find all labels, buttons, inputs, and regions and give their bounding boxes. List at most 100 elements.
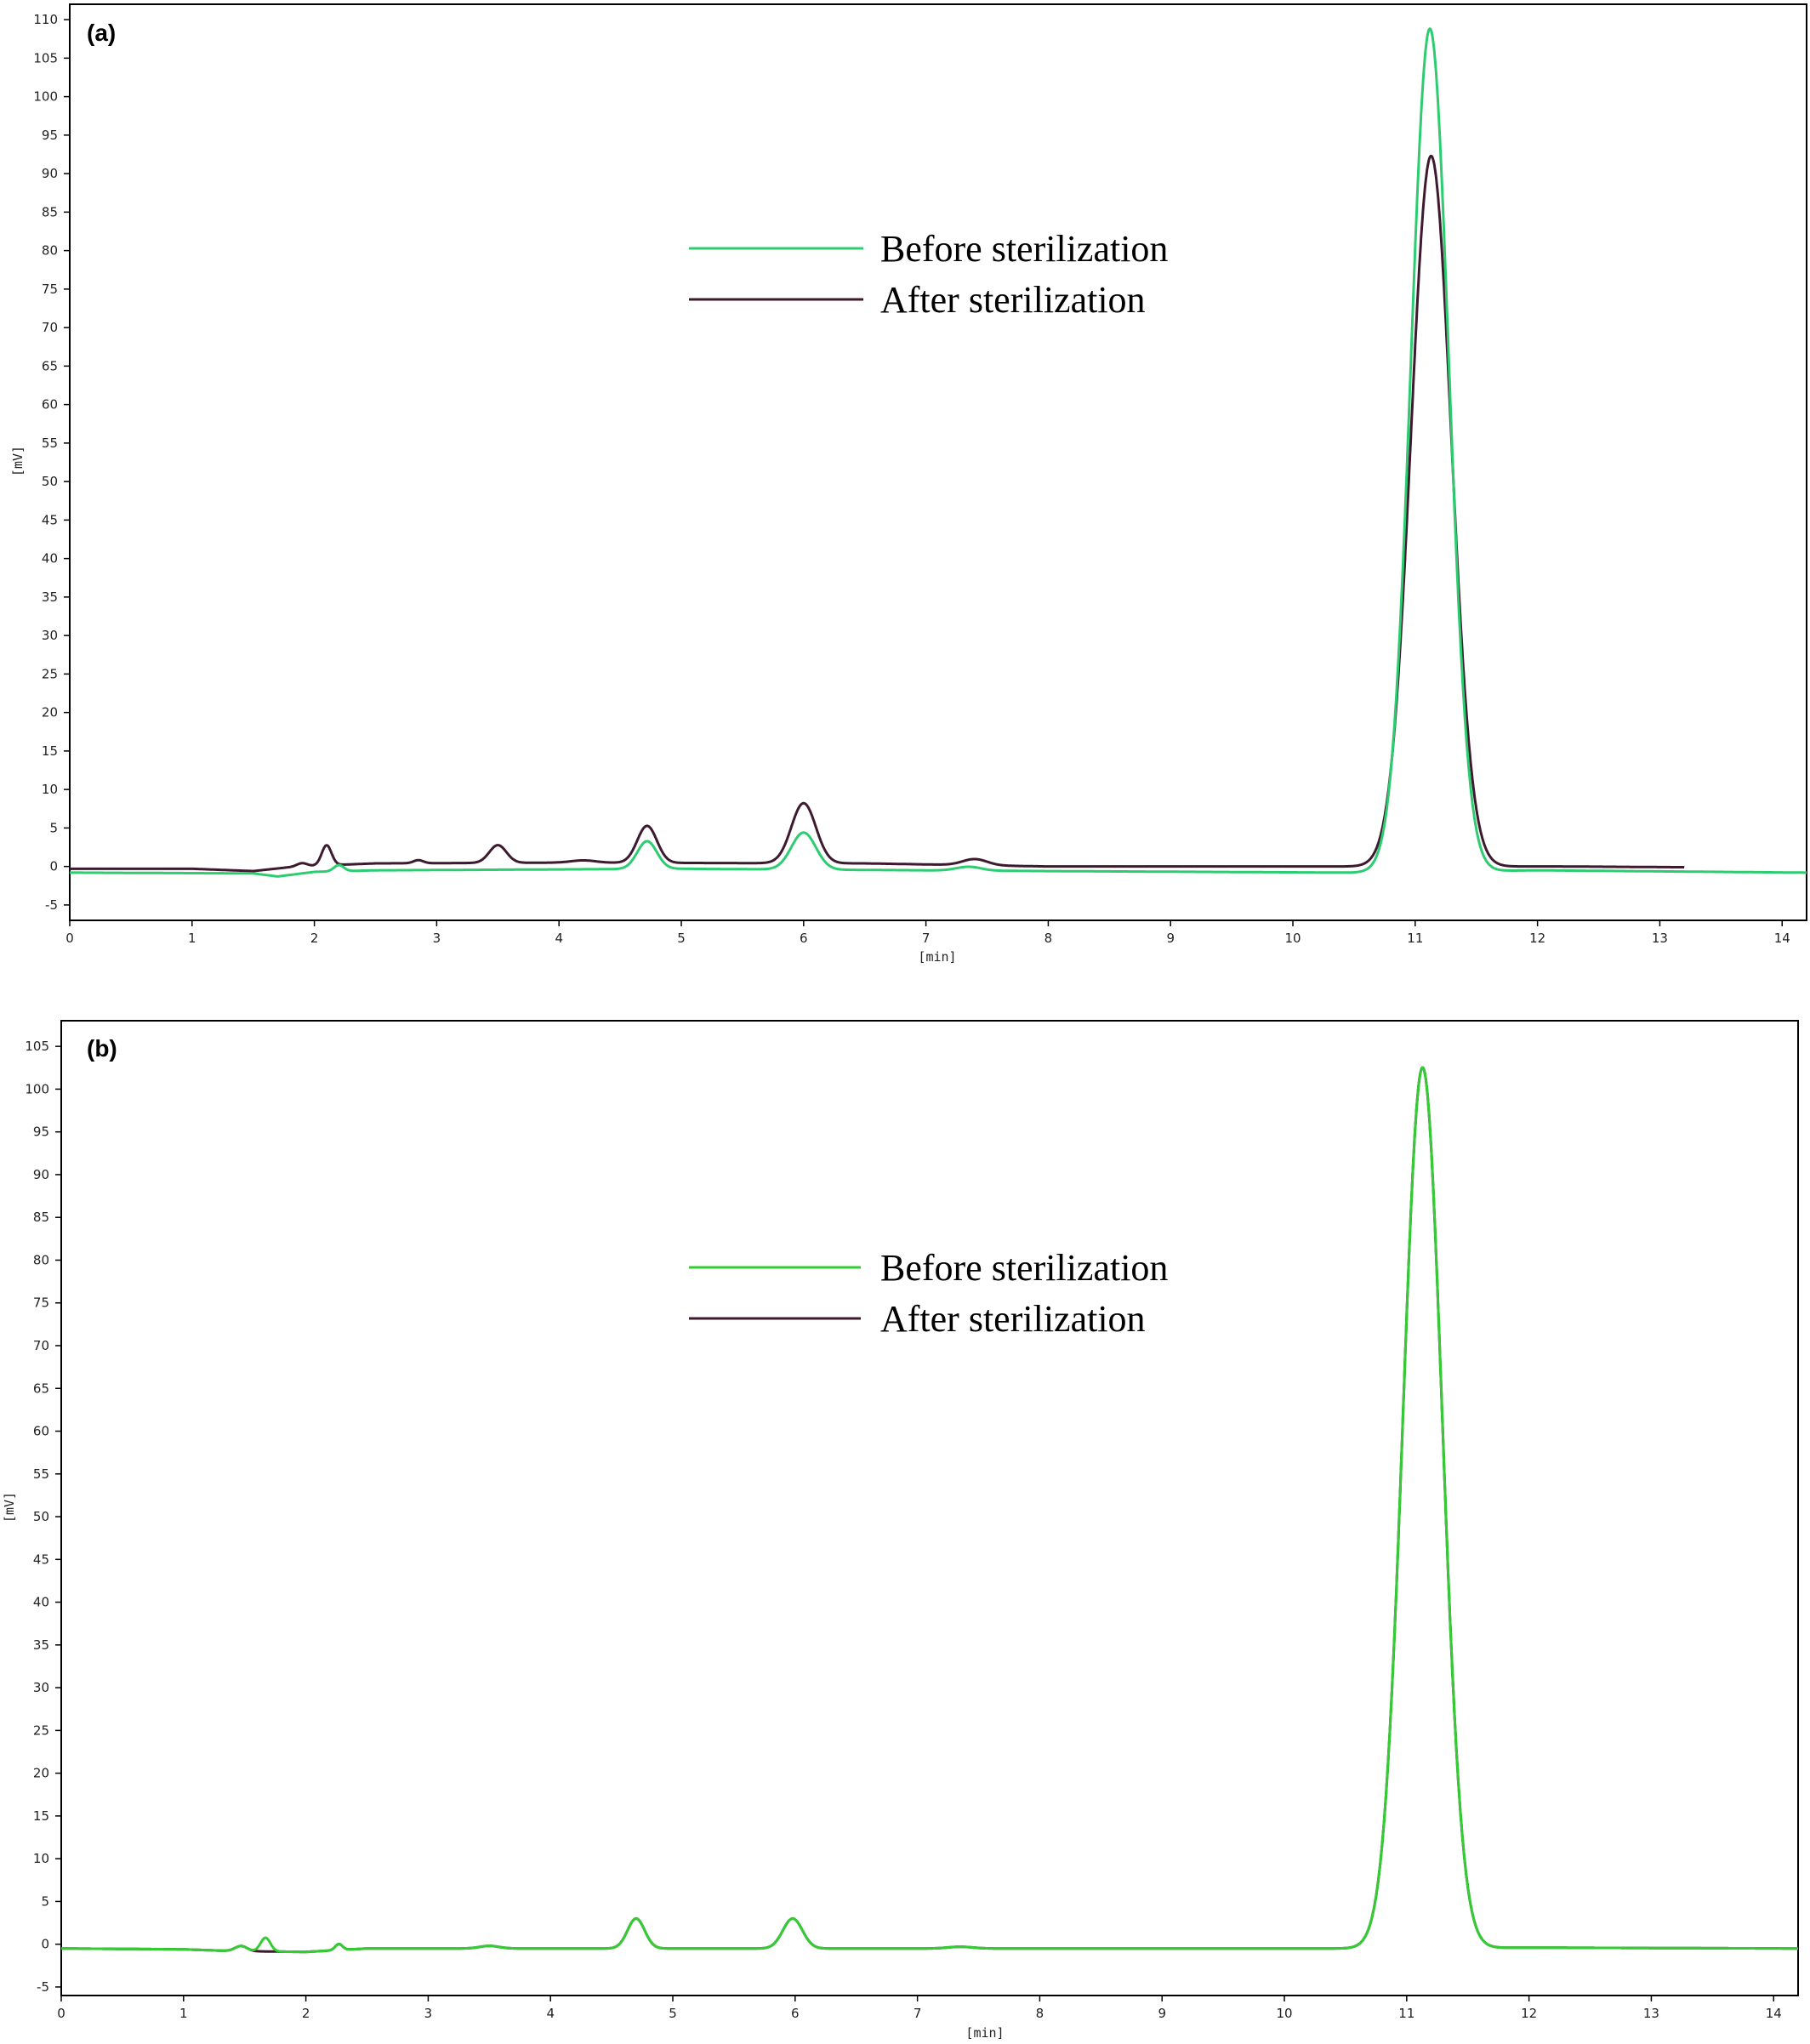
y-tick-label: 25: [42, 666, 58, 681]
y-tick-label: 0: [49, 859, 58, 874]
y-axis-title: [mV]: [2, 1492, 17, 1523]
x-tick-label: 14: [1766, 2006, 1782, 2021]
y-tick-label: 10: [42, 782, 58, 797]
y-tick-label: 0: [41, 1937, 49, 1952]
x-tick-label: 8: [1036, 2006, 1044, 2021]
x-tick-label: 0: [65, 931, 74, 946]
y-tick-label: 85: [42, 204, 58, 219]
y-tick-label: 75: [33, 1295, 49, 1311]
y-tick-label: 20: [33, 1766, 49, 1781]
x-tick-label: 4: [546, 2006, 555, 2021]
y-tick-label: 80: [42, 243, 58, 259]
y-tick-label: 30: [42, 628, 58, 643]
series-line: [69, 154, 1686, 873]
legend-label-after: After sterilization: [880, 279, 1146, 321]
x-tick-label: 13: [1652, 931, 1668, 946]
y-tick-label: 60: [42, 397, 58, 413]
y-tick-label: 20: [42, 705, 58, 720]
legend: Before sterilization After sterilization: [689, 1247, 1168, 1340]
x-tick-label: 9: [1158, 2006, 1166, 2021]
series-line: [60, 1066, 1799, 1954]
x-tick-label: 12: [1521, 2006, 1537, 2021]
legend-label-before: Before sterilization: [880, 228, 1168, 270]
y-axis: -5 0 5 10 15 20 25 30 35 40 45 50 55 60 65 70 75 80 85 90 95…: [25, 1039, 61, 1995]
y-tick-label: 110: [33, 12, 58, 27]
x-tick-label: 13: [1643, 2006, 1659, 2021]
y-tick-label: 35: [33, 1637, 49, 1653]
x-tick-label: 1: [188, 931, 196, 946]
x-tick-label: 3: [424, 2006, 433, 2021]
y-tick-label: 45: [33, 1552, 49, 1567]
x-tick-label: 5: [669, 2006, 677, 2021]
x-tick-label: 7: [914, 2006, 922, 2021]
y-tick-label: 100: [33, 89, 58, 105]
x-tick-label: 11: [1398, 2006, 1414, 2021]
y-tick-label: 5: [41, 1893, 49, 1909]
panel-label: (b): [87, 1035, 117, 1062]
y-tick-label: -5: [45, 897, 58, 913]
x-tick-label: 11: [1407, 931, 1423, 946]
x-tick-label: 9: [1166, 931, 1175, 946]
y-tick-label: 95: [42, 128, 58, 143]
x-axis: 0 1 2 3 4 5 6 7 8 9 10 11 12 13 14: [65, 920, 1790, 946]
series-line: [69, 27, 1807, 878]
y-tick-label: 70: [33, 1338, 49, 1353]
y-tick-label: 40: [33, 1595, 49, 1610]
x-axis: 0 1 2 3 4 5 6 7 8 9 10 11 12 13 14: [57, 1996, 1782, 2021]
panel-a: -505101520253035404550556065707580859095…: [10, 3, 1807, 965]
x-axis-title: [min]: [965, 2025, 1004, 2041]
legend: Before sterilization After sterilization: [689, 228, 1168, 321]
legend-label-after: After sterilization: [880, 1298, 1146, 1340]
plot-frame: [60, 1020, 1799, 1996]
y-tick-label: 85: [33, 1210, 49, 1225]
x-tick-label: 0: [57, 2006, 65, 2021]
y-tick-label: 105: [33, 50, 58, 65]
y-tick-label: 55: [42, 436, 58, 451]
x-tick-label: 3: [433, 931, 441, 946]
series-line: [60, 1066, 1799, 1954]
y-tick-label: 90: [33, 1167, 49, 1182]
x-tick-label: 6: [800, 931, 808, 946]
x-tick-label: 14: [1774, 931, 1790, 946]
x-tick-label: 2: [302, 2006, 310, 2021]
y-axis-title: [mV]: [10, 446, 26, 476]
y-tick-label: -5: [37, 1979, 49, 1995]
y-tick-label: 15: [42, 743, 58, 759]
y-tick-label: 30: [33, 1680, 49, 1695]
y-tick-label: 65: [33, 1381, 49, 1396]
y-tick-label: 75: [42, 282, 58, 297]
y-tick-label: 90: [42, 166, 58, 181]
x-tick-label: 8: [1044, 931, 1053, 946]
y-tick-label: 55: [33, 1466, 49, 1482]
x-axis-title: [min]: [918, 949, 956, 965]
y-tick-label: 60: [33, 1424, 49, 1439]
series-layer: [69, 27, 1807, 878]
x-tick-label: 4: [555, 931, 563, 946]
y-tick-label: 100: [25, 1081, 49, 1096]
panel-label: (a): [87, 20, 116, 46]
x-tick-label: 5: [677, 931, 686, 946]
y-tick-label: 50: [33, 1509, 49, 1524]
x-tick-label: 10: [1284, 931, 1301, 946]
x-tick-label: 6: [791, 2006, 800, 2021]
y-tick-label: 95: [33, 1124, 49, 1140]
y-tick-label: 65: [42, 358, 58, 373]
y-tick-label: 70: [42, 320, 58, 335]
y-tick-label: 40: [42, 551, 58, 567]
x-tick-label: 2: [310, 931, 319, 946]
plot-frame: [69, 3, 1807, 921]
y-tick-label: 15: [33, 1808, 49, 1824]
y-tick-label: 5: [49, 820, 58, 835]
y-tick-label: 50: [42, 474, 58, 489]
x-tick-label: 1: [179, 2006, 188, 2021]
series-layer: [60, 1066, 1799, 1954]
y-tick-label: 35: [42, 589, 58, 605]
y-tick-label: 80: [33, 1252, 49, 1267]
panel-b: -505101520253035404550556065707580859095…: [2, 1020, 1799, 2041]
y-tick-label: 25: [33, 1722, 49, 1738]
y-tick-label: 105: [25, 1039, 49, 1054]
x-tick-label: 7: [922, 931, 931, 946]
x-tick-label: 10: [1276, 2006, 1292, 2021]
y-tick-label: 10: [33, 1851, 49, 1866]
